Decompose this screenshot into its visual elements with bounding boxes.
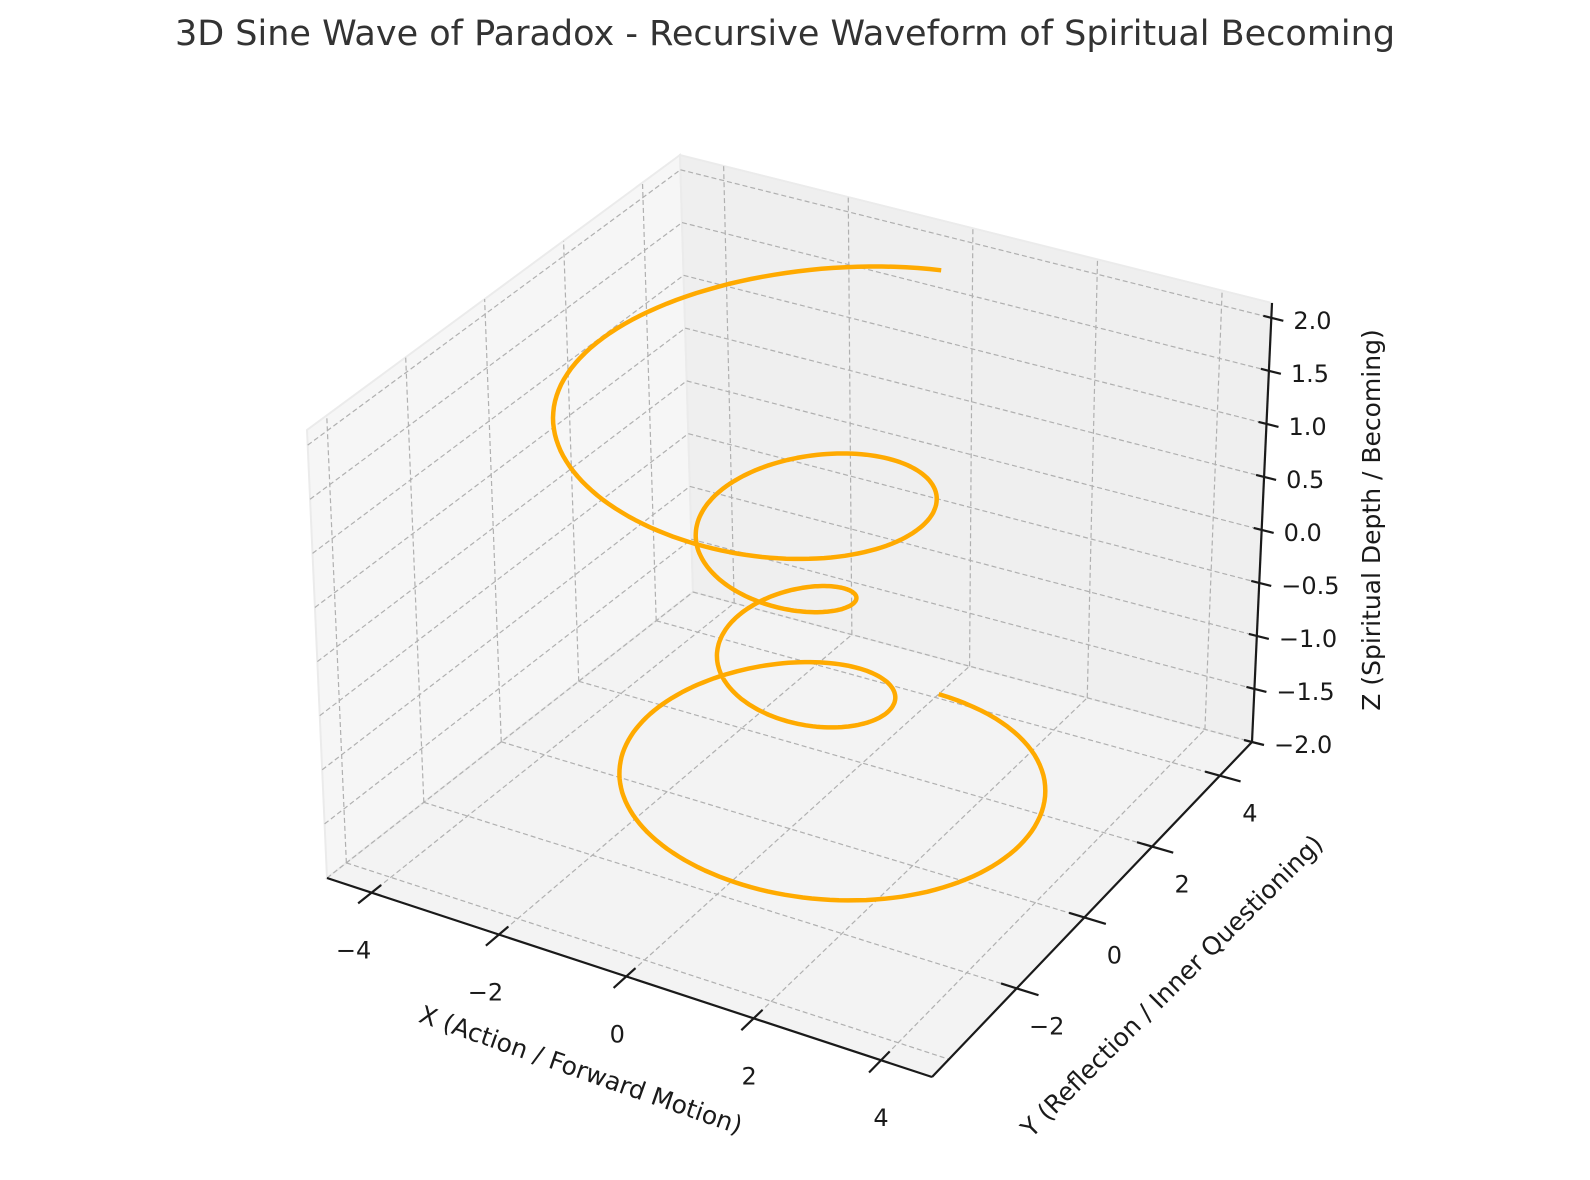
gridline-floor-x (371, 602, 735, 894)
z-tick (1253, 526, 1274, 534)
chart-title: 3D Sine Wave of Paradox - Recursive Wave… (174, 14, 1396, 54)
x-tick-label: −2 (468, 979, 503, 1007)
z-tick (1250, 579, 1272, 588)
gridline-back-z (685, 327, 1265, 478)
gridline-back-x (847, 197, 853, 635)
x-tick (868, 1050, 891, 1074)
gridline-left-z (319, 433, 689, 717)
z-tick-label: −0.5 (1281, 572, 1339, 600)
gridline-left-z (326, 591, 694, 879)
y-tick-label: 2 (1174, 871, 1189, 899)
x-tick-label: 4 (873, 1104, 888, 1132)
y-tick-label: 0 (1107, 941, 1122, 969)
gridline-back-x (1204, 290, 1223, 730)
z-tick-label: −1.0 (1279, 625, 1337, 653)
z-tick-label: 1.5 (1291, 360, 1329, 388)
z-axis-line (1250, 302, 1274, 743)
gridline-floor-y (346, 862, 950, 1060)
x-axis-line (326, 876, 933, 1079)
gridline-left-y (562, 240, 580, 682)
x-tick (740, 1009, 764, 1032)
gridline-back-z (692, 591, 1253, 743)
y-tick-label: 4 (1242, 800, 1257, 828)
gridline-back-z (683, 274, 1267, 425)
gridline-floor-x (880, 728, 1206, 1061)
y-tick (1068, 911, 1107, 926)
z-tick-label: −1.5 (1276, 678, 1334, 706)
x-tick-label: 0 (610, 1020, 625, 1048)
z-axis-label: Z (Spiritual Depth / Becoming) (1357, 329, 1386, 710)
gridline-left-z (314, 327, 686, 608)
gridline-floor-x (625, 665, 970, 977)
y-tick (1204, 770, 1241, 783)
z-tick (1255, 473, 1277, 481)
gridline-left-y (326, 415, 347, 863)
panes (305, 153, 1274, 1079)
z-tick-label: 2.0 (1293, 307, 1331, 335)
gridline-left-z (321, 485, 691, 771)
gridline-left-z (312, 274, 684, 554)
gridline-back-z (689, 485, 1257, 637)
axes (326, 302, 1284, 1079)
y-tick (1136, 841, 1174, 854)
tick-labels: −4 −2 0 2 4 −2 0 2 4 −2.0 −1.5 −1.0 −0.5 0.0 0.5 1.0 1.5… (336, 307, 1340, 1132)
gridline-back-z (688, 433, 1260, 584)
x-tick-label: 2 (742, 1062, 757, 1090)
y-axis-line (931, 741, 1253, 1078)
z-tick (1246, 685, 1267, 694)
z-tick (1260, 367, 1282, 375)
gridline-left-z (324, 538, 692, 825)
gridline-floor-y (501, 741, 1085, 919)
z-tick-label: 0.0 (1284, 519, 1322, 547)
y-tick-label: −2 (1029, 1012, 1064, 1040)
gridline-back-x (1086, 259, 1099, 698)
x-tick (357, 884, 382, 905)
gridline-back-x (723, 165, 735, 604)
z-tick-label: 1.0 (1288, 413, 1326, 441)
gridline-back-x (968, 228, 974, 667)
z-tick (1243, 738, 1265, 747)
gridline-left-z (309, 222, 683, 500)
gridline-back-z (681, 221, 1270, 372)
gridline-left-z (316, 380, 688, 663)
z-tick-label: 0.5 (1286, 466, 1324, 494)
gridline-left-z (307, 169, 681, 446)
gridline-left-y (641, 182, 657, 621)
series-layer (550, 264, 1048, 903)
gridline-left-y (484, 299, 502, 742)
x-tick-label: −4 (336, 937, 371, 965)
x-tick (612, 967, 637, 989)
y-tick (1000, 982, 1039, 997)
z-tick (1248, 632, 1270, 641)
z-tick-label: −2.0 (1274, 731, 1332, 759)
gridline-back-z (680, 169, 1272, 319)
gridline-floor-y (656, 620, 1220, 777)
gridline-left-y (405, 357, 425, 803)
gridline-floor-y (578, 680, 1153, 848)
z-tick (1263, 314, 1284, 322)
x-axis-label: X (Action / Forward Motion) (415, 1000, 746, 1140)
x-tick (485, 925, 509, 947)
series-line-spiral (550, 264, 1048, 903)
gridline-back-z (691, 538, 1255, 690)
gridline-back-z (686, 380, 1262, 531)
z-tick (1258, 420, 1279, 428)
gridlines (307, 165, 1272, 1061)
gridline-floor-x (498, 634, 853, 936)
